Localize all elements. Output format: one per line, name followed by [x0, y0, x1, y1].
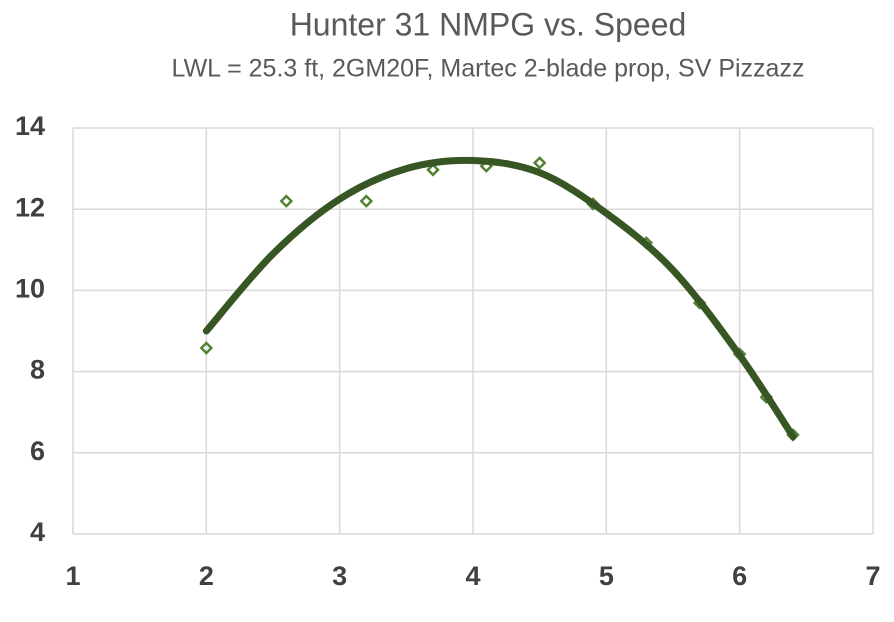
x-tick-label: 3 [332, 561, 347, 591]
y-tick-label: 4 [30, 517, 45, 547]
x-tick-label: 7 [865, 561, 880, 591]
marker [199, 341, 214, 355]
x-tick-label: 5 [599, 561, 614, 591]
trend-line [202, 156, 797, 441]
marker [532, 156, 547, 170]
marker [426, 163, 440, 177]
marker [279, 194, 294, 208]
x-tick-label: 1 [65, 561, 80, 591]
y-tick-label: 8 [30, 355, 45, 385]
y-tick-label: 10 [15, 274, 45, 304]
chart-subtitle: LWL = 25.3 ft, 2GM20F, Martec 2-blade pr… [172, 55, 805, 83]
chart-title: Hunter 31 NMPG vs. Speed [290, 6, 687, 42]
marker [359, 194, 374, 208]
y-tick-label: 14 [15, 111, 45, 141]
y-tick-label: 6 [30, 436, 45, 466]
x-tick-label: 6 [732, 561, 747, 591]
x-tick-label: 2 [199, 561, 214, 591]
x-tick-label: 4 [465, 561, 480, 591]
y-tick-label: 12 [15, 192, 45, 222]
